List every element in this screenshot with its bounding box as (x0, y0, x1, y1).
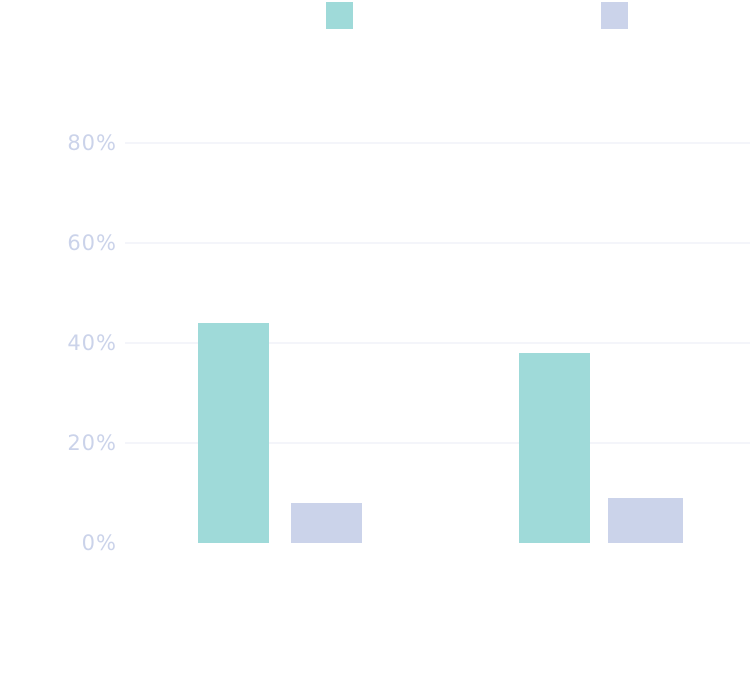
y-tick-label: 20% (67, 431, 117, 455)
bar-series-2-category-1 (291, 503, 362, 543)
y-tick-label: 80% (67, 131, 117, 155)
y-tick-label: 0% (82, 531, 117, 555)
legend-swatch-2 (601, 2, 628, 29)
y-axis: 0% 20% 40% 60% 80% (67, 131, 117, 555)
legend-swatch-1 (326, 2, 353, 29)
legend (326, 2, 628, 29)
y-tick-label: 60% (67, 231, 117, 255)
bar-series-1-category-2 (519, 353, 590, 543)
bars (198, 323, 683, 543)
y-tick-label: 40% (67, 331, 117, 355)
bar-series-2-category-2 (608, 498, 683, 543)
bar-series-1-category-1 (198, 323, 269, 543)
